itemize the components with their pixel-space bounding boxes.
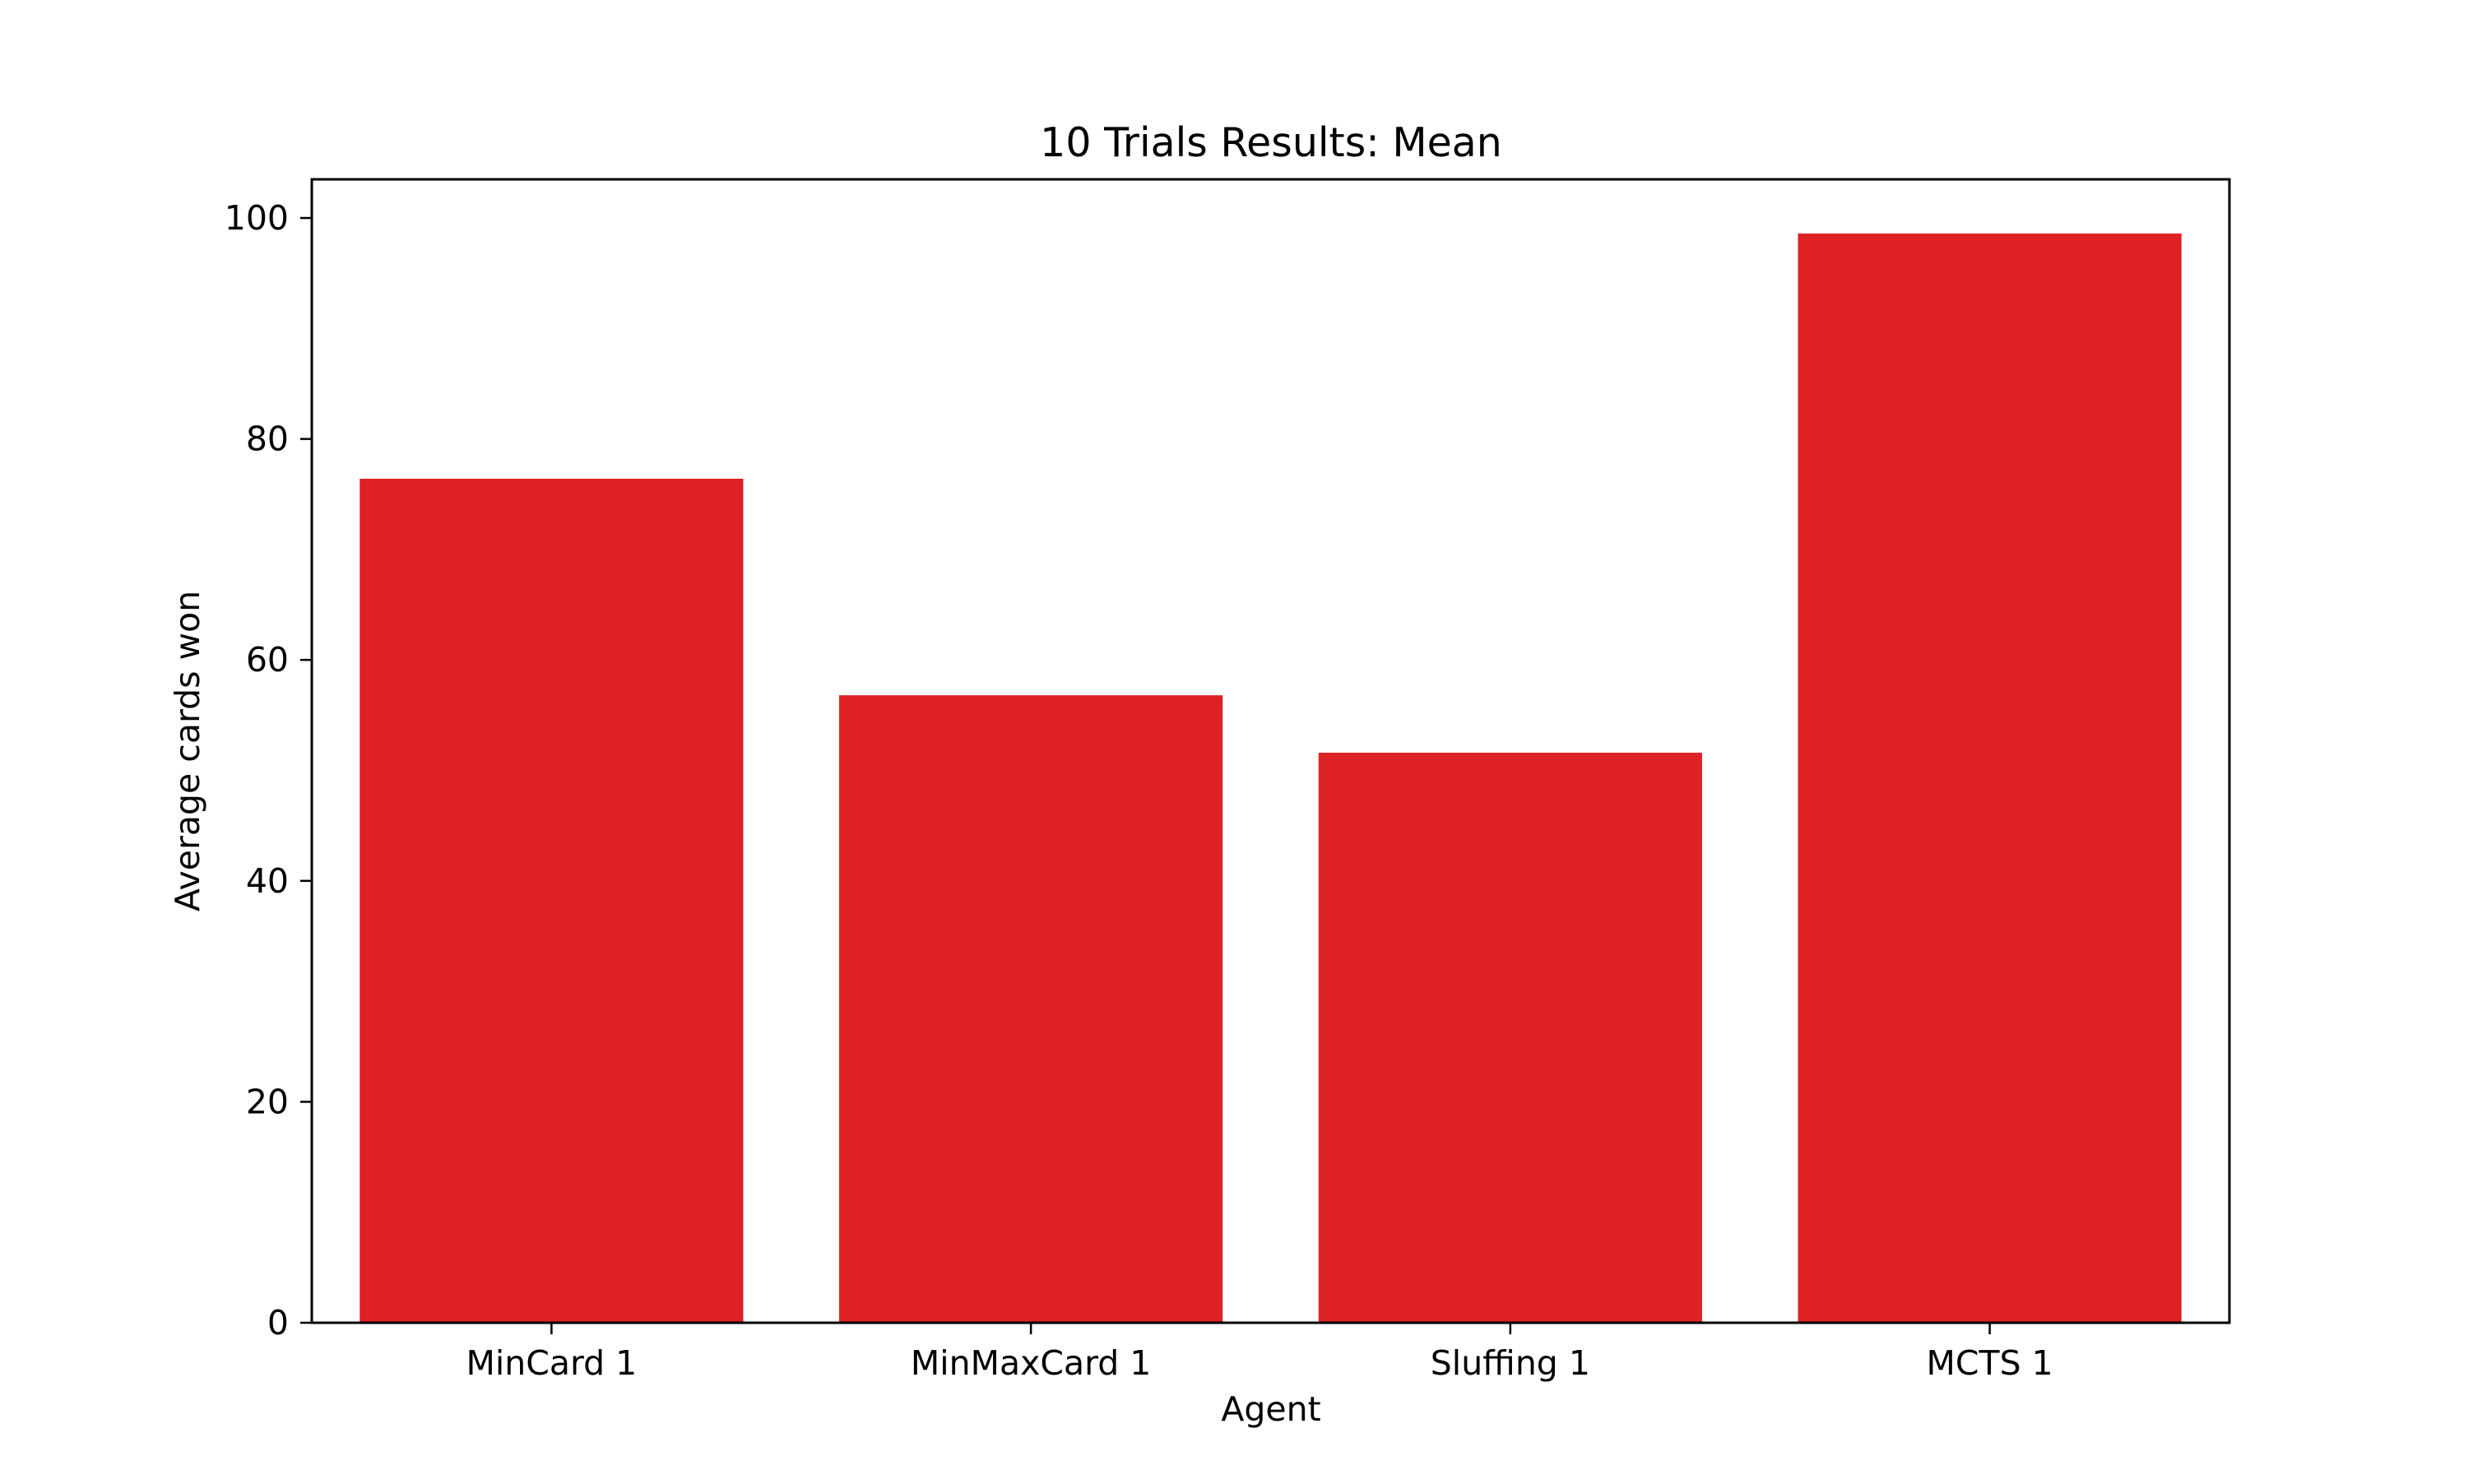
x-tick-label: MinMaxCard 1: [911, 1343, 1152, 1383]
y-tick-label: 60: [246, 640, 289, 679]
bar-sluffing-1: [1318, 753, 1702, 1323]
plot-frame: [310, 178, 2231, 1324]
y-tick-label: 100: [225, 198, 289, 238]
x-axis-label: Agent: [1221, 1389, 1320, 1429]
y-tick-label: 20: [246, 1082, 289, 1121]
x-tick-label: MCTS 1: [1927, 1343, 2053, 1383]
bar-minmaxcard-1: [839, 695, 1223, 1323]
y-axis: 0 20 40 60 80 100: [225, 198, 312, 1343]
bar-mcts-1: [1798, 233, 2182, 1323]
y-axis-label: Average cards won: [168, 591, 207, 911]
x-tick-label: MinCard 1: [466, 1343, 637, 1383]
y-tick-label: 40: [246, 861, 289, 901]
bars-group: [360, 233, 2182, 1324]
bar-mincard-1: [360, 478, 744, 1324]
y-tick-label: 80: [246, 420, 289, 459]
y-tick-label: 0: [267, 1303, 289, 1343]
chart-title: 10 Trials Results: Mean: [1040, 119, 1502, 166]
x-tick-label: Sluffing 1: [1431, 1343, 1590, 1383]
x-axis: MinCard 1 MinMaxCard 1 Sluffing 1 MCTS 1: [466, 1323, 2053, 1383]
